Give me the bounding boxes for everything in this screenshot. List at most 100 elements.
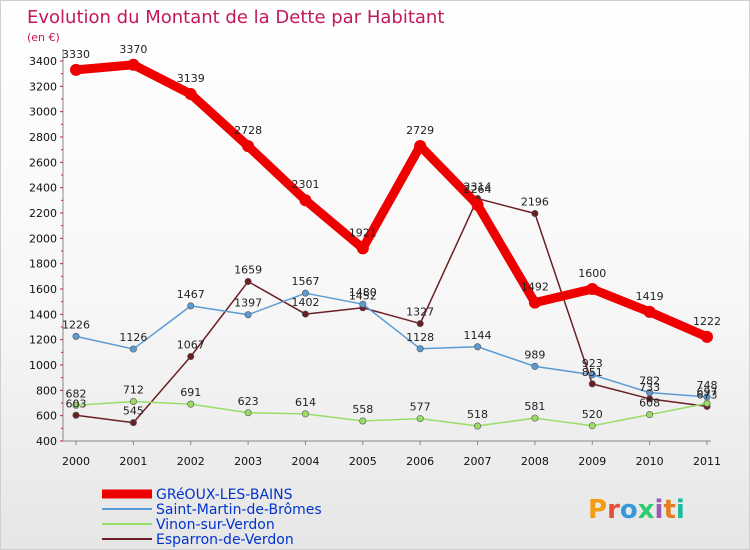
data-point	[244, 311, 252, 319]
data-label: 782	[639, 375, 660, 388]
data-label: 1467	[177, 288, 205, 301]
x-tick-label: 2008	[521, 455, 549, 468]
data-label: 518	[467, 408, 488, 421]
data-label: 851	[582, 366, 603, 379]
chart-title: Evolution du Montant de la Dette par Hab…	[27, 7, 444, 28]
data-label: 682	[66, 387, 87, 400]
data-point	[184, 88, 197, 101]
y-tick-label: 2800	[29, 131, 57, 144]
data-point	[646, 411, 654, 419]
data-point	[414, 139, 427, 152]
data-point	[416, 345, 424, 353]
y-tick-label: 2600	[29, 156, 57, 169]
data-point	[72, 401, 80, 409]
data-label: 673	[697, 388, 718, 401]
data-point	[474, 422, 482, 430]
data-point	[531, 414, 539, 422]
data-label: 2729	[406, 124, 434, 137]
data-point	[528, 296, 541, 309]
data-point	[301, 310, 309, 318]
data-label: 1480	[349, 286, 377, 299]
data-label: 691	[180, 386, 201, 399]
data-label: 1226	[62, 318, 90, 331]
series-line	[75, 197, 708, 424]
data-point	[70, 63, 82, 76]
data-label: 1128	[406, 331, 434, 344]
data-point	[301, 410, 309, 418]
data-point	[187, 400, 195, 408]
y-tick-label: 1400	[29, 308, 57, 321]
x-tick-label: 2003	[234, 455, 262, 468]
data-label: 712	[123, 383, 144, 396]
legend-label: Vinon-sur-Verdon	[156, 517, 275, 533]
data-label: 1067	[177, 339, 205, 352]
data-label: 1402	[291, 296, 319, 309]
data-label: 748	[697, 379, 718, 392]
chart-subtitle: (en €)	[27, 31, 60, 44]
data-label: 1567	[291, 275, 319, 288]
logo-letter: i	[655, 495, 664, 525]
data-point	[127, 58, 140, 71]
data-point	[359, 417, 367, 425]
data-point	[588, 371, 596, 379]
data-label: 603	[66, 397, 87, 410]
data-label: 733	[639, 381, 660, 394]
data-label: 1921	[349, 226, 377, 239]
y-tick-label: 400	[36, 435, 57, 448]
legend-label: GRéOUX-LES-BAINS	[156, 487, 293, 503]
data-point	[701, 330, 713, 343]
data-label: 581	[524, 400, 545, 413]
data-label: 608	[639, 397, 660, 410]
y-tick-label: 1800	[29, 258, 57, 271]
data-point	[531, 210, 539, 218]
x-tick-label: 2001	[119, 455, 147, 468]
data-point	[359, 300, 367, 308]
data-point	[244, 409, 252, 417]
y-tick-label: 3400	[29, 55, 57, 68]
proxiti-logo: Proxiti	[588, 495, 685, 525]
x-tick-label: 2011	[693, 455, 721, 468]
data-point	[531, 362, 539, 370]
y-tick-label: 1200	[29, 334, 57, 347]
data-point	[703, 399, 711, 407]
logo-letter: r	[607, 495, 620, 525]
logo-letter: i	[676, 495, 685, 525]
data-label: 697	[697, 385, 718, 398]
data-point	[586, 283, 599, 295]
axes: 400 600 800 1000 1200 1400 1600 1800 2000 2200 240…	[29, 49, 721, 468]
data-point	[244, 278, 252, 286]
y-tick-label: 1600	[29, 283, 57, 296]
y-tick-label: 3000	[29, 106, 57, 119]
data-point	[471, 198, 484, 211]
data-point	[129, 397, 137, 405]
data-label: 1144	[464, 329, 492, 342]
data-point	[588, 380, 596, 388]
x-tick-label: 2009	[578, 455, 606, 468]
x-tick-label: 2007	[464, 455, 492, 468]
data-point	[129, 345, 137, 353]
data-label: 545	[123, 405, 144, 418]
data-label: 923	[582, 357, 603, 370]
y-tick-label: 2000	[29, 232, 57, 245]
data-point	[187, 302, 195, 310]
data-label: 1600	[578, 267, 606, 280]
data-label: 1222	[693, 315, 721, 328]
logo-letter: P	[588, 495, 607, 525]
data-point	[356, 242, 369, 255]
data-label: 614	[295, 396, 316, 409]
series-line	[75, 400, 708, 427]
data-point	[72, 332, 80, 340]
data-label: 2314	[464, 181, 492, 194]
data-label: 520	[582, 408, 603, 421]
data-label: 558	[352, 403, 373, 416]
data-label: 2264	[464, 183, 492, 196]
logo-letter: o	[620, 495, 638, 525]
y-tick-label: 2400	[29, 182, 57, 195]
data-point	[129, 419, 137, 427]
data-label: 1419	[636, 290, 664, 303]
series-line	[75, 292, 708, 398]
data-label: 2728	[234, 124, 262, 137]
data-point	[588, 422, 596, 430]
